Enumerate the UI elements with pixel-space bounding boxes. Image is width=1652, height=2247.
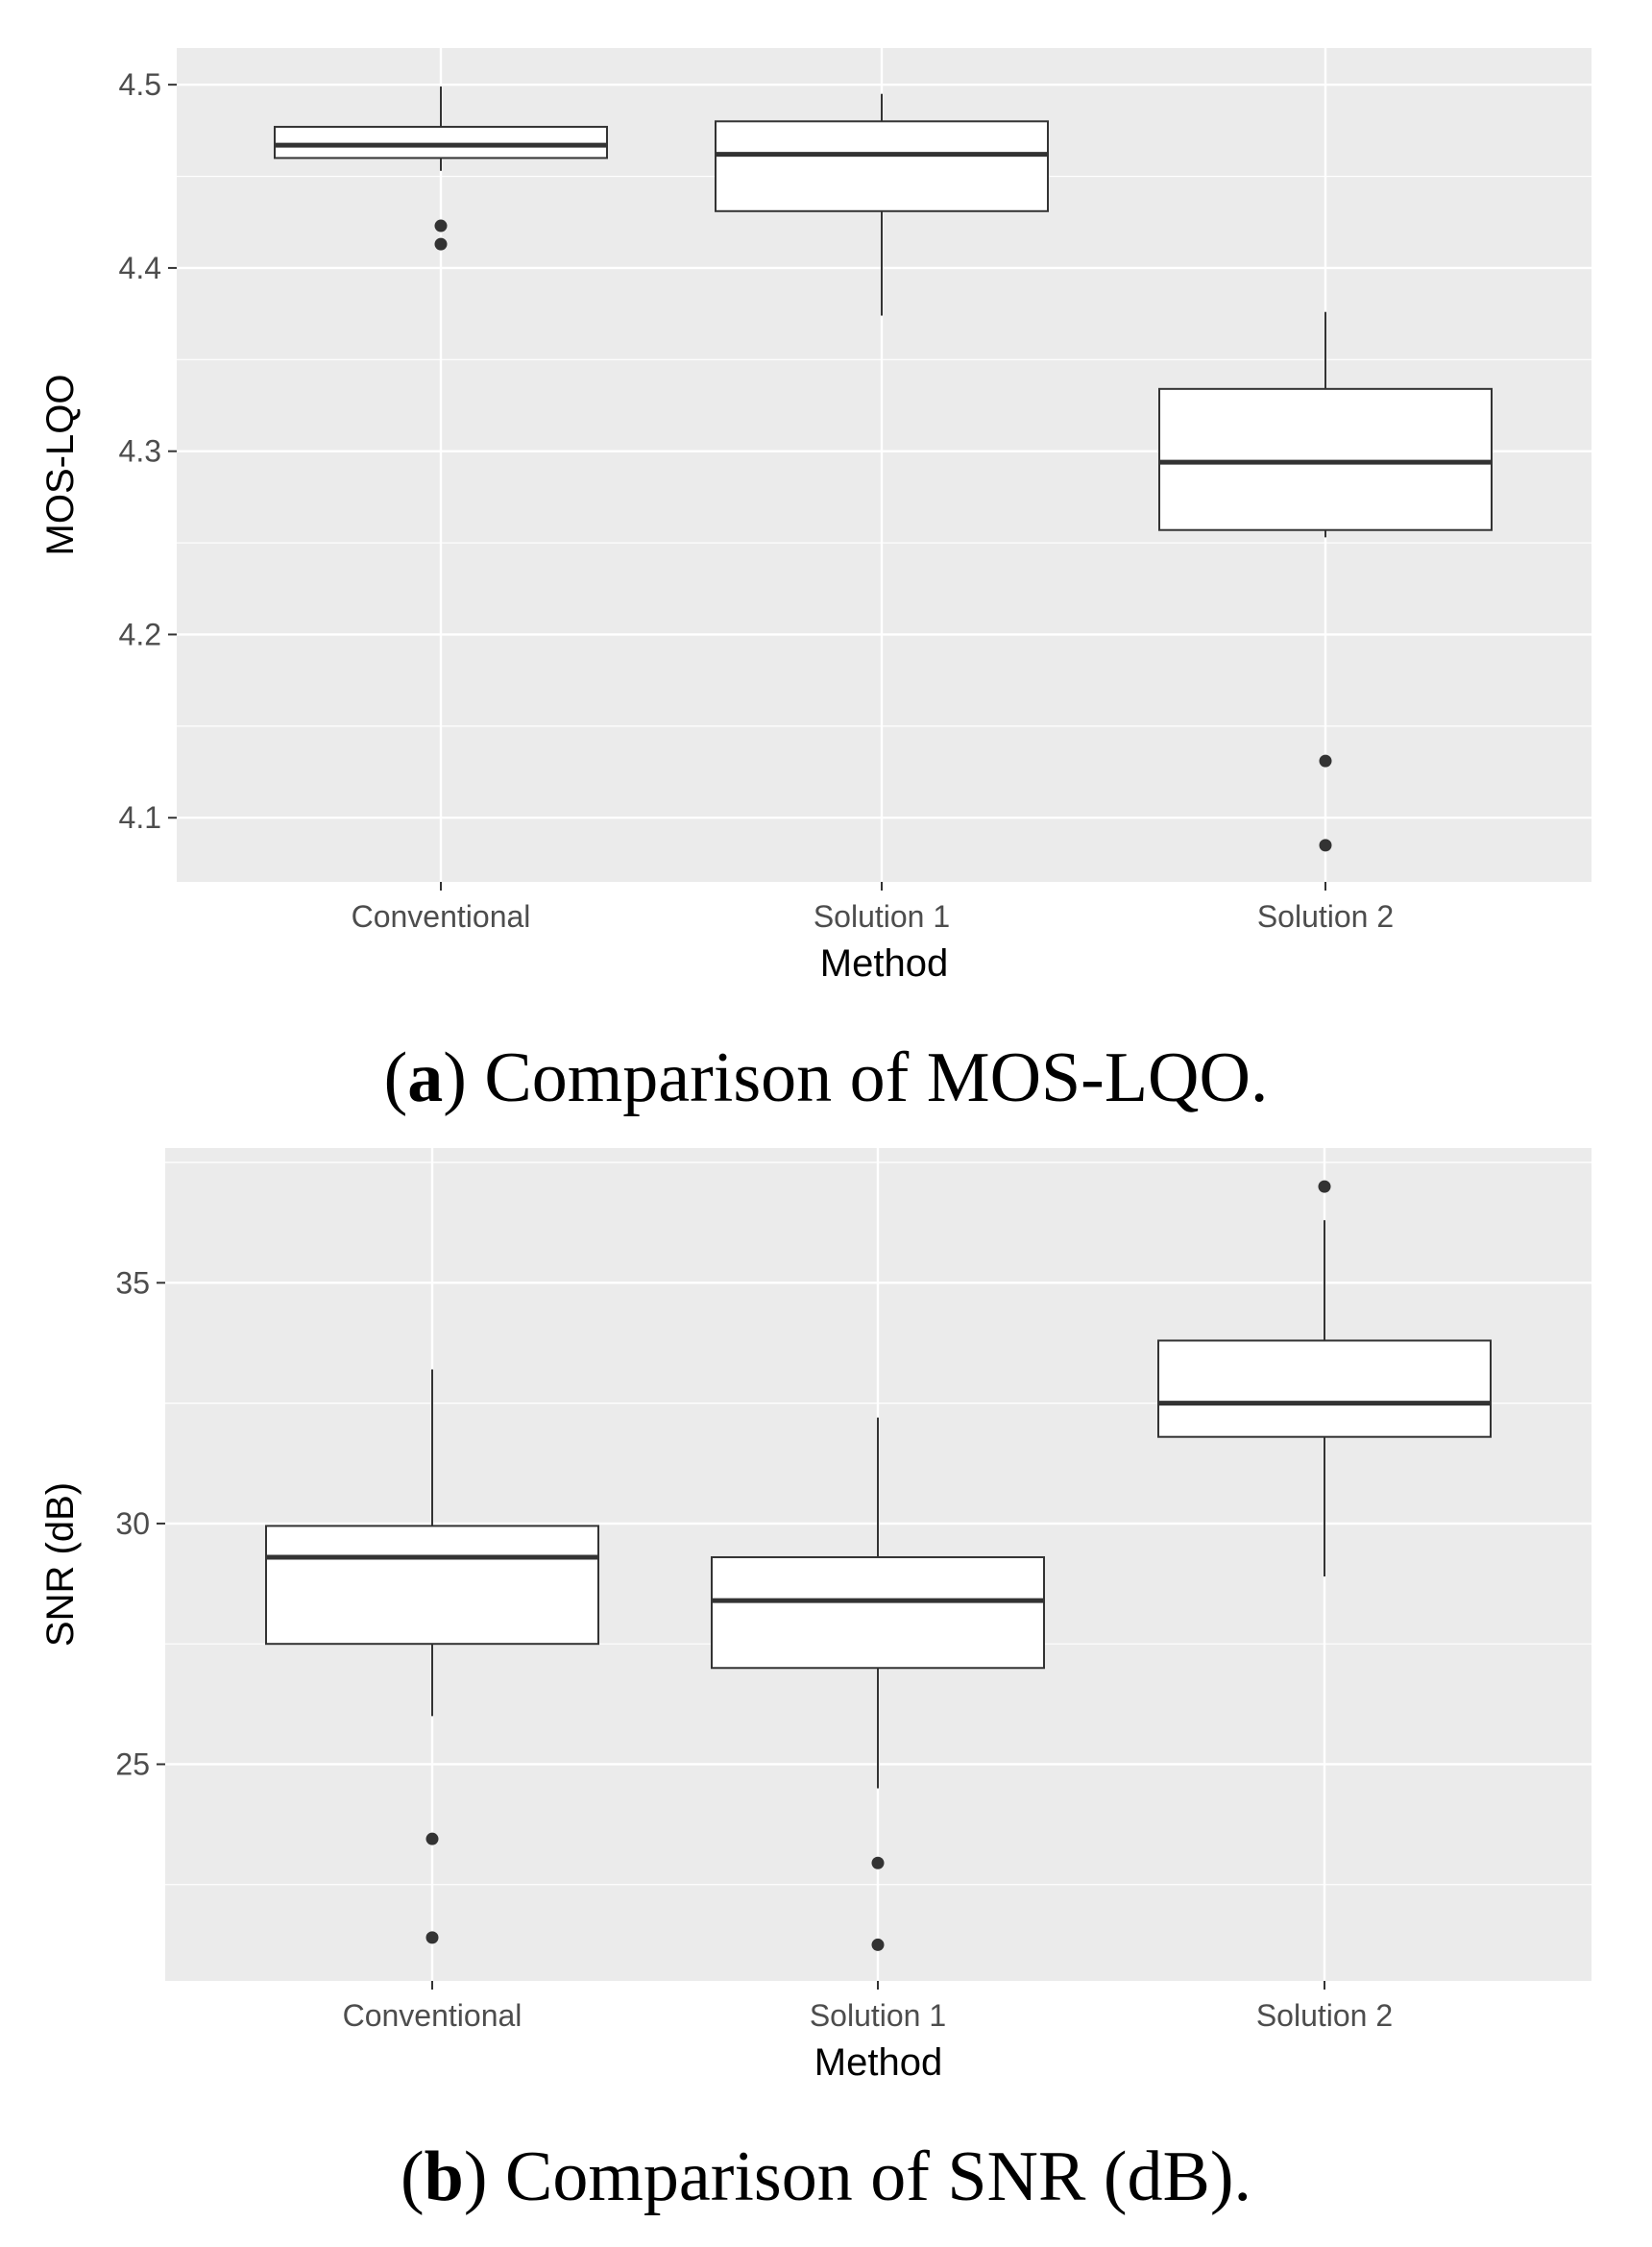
y-axis-title: MOS-LQO — [39, 375, 82, 556]
caption-a: (a) Comparison of MOS-LQO. — [384, 1038, 1269, 1117]
outlier-point — [1319, 754, 1332, 768]
iqr-box — [715, 120, 1049, 212]
y-tick-label: 4.3 — [119, 434, 161, 469]
caption-b: (b) Comparison of SNR (dB). — [401, 2137, 1251, 2216]
outlier-point — [1318, 1180, 1331, 1193]
iqr-box — [265, 1525, 599, 1646]
outlier-point — [871, 1938, 885, 1951]
y-tick-label: 4.4 — [119, 251, 161, 285]
outlier-point — [871, 1856, 885, 1869]
iqr-box — [274, 126, 608, 159]
outlier-point — [1319, 839, 1332, 852]
box-conventional — [265, 1369, 599, 1944]
chart-b: 25 30 35 Conventional Solution 1 Solution 2 Me… — [39, 1148, 1591, 2084]
x-tick-label: Solution 1 — [814, 899, 950, 934]
outlier-point — [425, 1931, 439, 1944]
iqr-box — [1158, 387, 1493, 531]
outlier-point — [434, 219, 448, 232]
y-tick-label: 35 — [115, 1265, 150, 1300]
box-solution-2 — [1158, 311, 1493, 852]
y-tick-label: 25 — [115, 1746, 150, 1781]
y-tick-label: 30 — [115, 1506, 150, 1541]
y-tick-label: 4.2 — [119, 617, 161, 651]
iqr-box — [1157, 1339, 1492, 1438]
box-conventional — [274, 86, 608, 251]
box-solution-1 — [715, 93, 1049, 316]
y-tick-label: 4.1 — [119, 800, 161, 835]
x-tick-label: Conventional — [343, 1998, 522, 2033]
x-tick-label: Solution 1 — [810, 1998, 946, 2033]
box-solution-2 — [1157, 1180, 1492, 1577]
x-axis-title: Method — [814, 2041, 942, 2084]
x-tick-label: Conventional — [352, 899, 531, 934]
iqr-box — [711, 1555, 1045, 1670]
x-tick-label: Solution 2 — [1256, 1998, 1393, 2033]
y-tick-label: 4.5 — [119, 67, 161, 102]
box-solution-1 — [711, 1417, 1045, 1951]
x-tick-label: Solution 2 — [1257, 899, 1394, 934]
y-axis-title: SNR (dB) — [39, 1482, 82, 1647]
x-axis-title: Method — [820, 942, 948, 985]
outlier-point — [425, 1832, 439, 1845]
outlier-point — [434, 237, 448, 251]
chart-a: 4.1 4.2 4.3 4.4 4.5 Conventional Solution 1 Sol… — [39, 48, 1591, 985]
